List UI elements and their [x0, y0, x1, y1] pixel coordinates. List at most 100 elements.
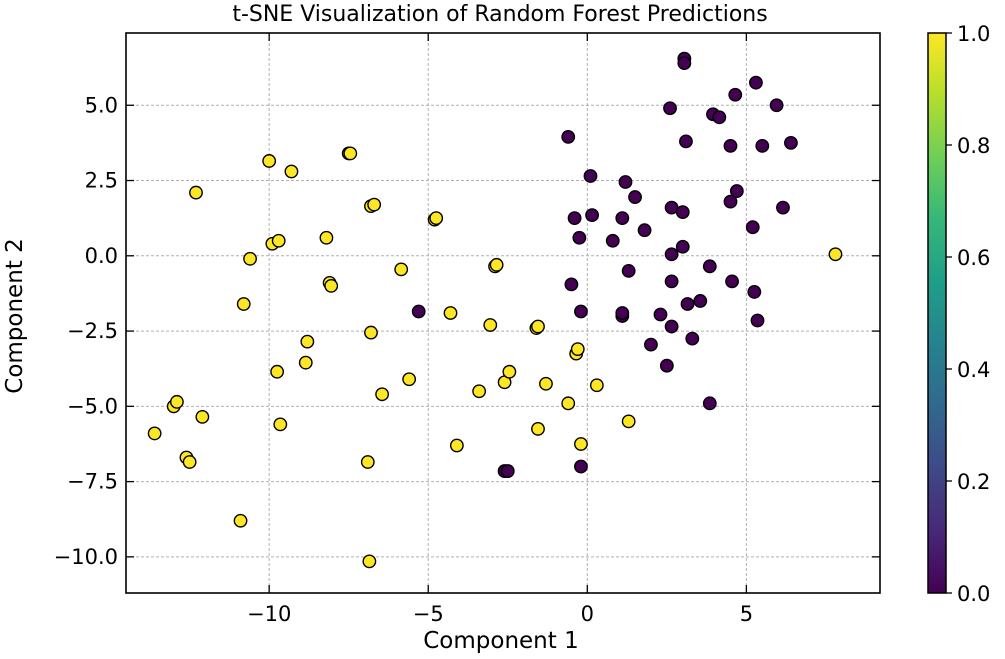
- data-point-class-0: [745, 220, 760, 235]
- data-point-class-1: [402, 372, 417, 387]
- data-point-class-0: [747, 285, 762, 299]
- data-point-class-1: [483, 318, 498, 332]
- data-point-class-0: [637, 223, 652, 238]
- colorbar: [927, 32, 947, 594]
- data-point-class-1: [367, 197, 382, 212]
- data-point-class-1: [170, 394, 184, 409]
- data-point-class-1: [195, 409, 210, 424]
- x-tick-label: 0: [581, 602, 594, 626]
- axis-ticks: [126, 33, 880, 593]
- data-point-class-0: [702, 259, 717, 274]
- data-point-class-0: [628, 190, 642, 204]
- colorbar-tick-label: 0.2: [957, 470, 990, 494]
- data-point-class-0: [561, 129, 576, 144]
- data-point-class-1: [489, 257, 504, 272]
- data-point-class-0: [564, 277, 579, 292]
- data-point-class-1: [273, 417, 288, 432]
- data-point-class-1: [298, 355, 313, 370]
- data-point-class-0: [605, 233, 620, 248]
- data-point-class-1: [271, 233, 286, 248]
- data-point-class-0: [776, 200, 790, 215]
- data-point-class-1: [443, 306, 458, 320]
- data-point-class-1: [319, 230, 334, 245]
- data-point-class-0: [755, 139, 770, 153]
- data-point-class-0: [411, 304, 426, 319]
- data-point-class-0: [728, 87, 743, 102]
- data-point-class-1: [284, 164, 299, 179]
- data-point-class-1: [343, 146, 358, 161]
- y-tick-label: −2.5: [67, 319, 118, 343]
- x-axis-label: Component 1: [423, 628, 578, 654]
- data-point-class-0: [729, 184, 744, 198]
- data-point-class-0: [615, 306, 630, 320]
- data-point-class-1: [539, 376, 553, 391]
- data-point-class-1: [429, 211, 444, 226]
- data-point-class-1: [364, 325, 378, 340]
- data-point-class-1: [828, 247, 843, 262]
- colorbar-tick-labels: 0.0 0.2 0.4 0.6 0.8 1.0: [957, 22, 990, 606]
- data-point-class-0: [653, 307, 668, 322]
- data-point-class-0: [574, 459, 588, 474]
- chart-title: t-SNE Visualization of Random Forest Pre…: [232, 2, 767, 27]
- data-point-class-0: [723, 194, 738, 209]
- data-point-class-0: [574, 304, 588, 319]
- y-tick-label: 5.0: [85, 93, 118, 117]
- y-tick-label: −7.5: [67, 470, 118, 494]
- data-point-class-0: [615, 211, 630, 226]
- y-tick-label: 0.0: [85, 244, 118, 268]
- data-point-class-0: [675, 239, 690, 254]
- data-point-class-1: [270, 364, 285, 379]
- data-point-class-1: [182, 455, 197, 469]
- data-point-class-0: [572, 230, 587, 245]
- data-point-class-0: [750, 313, 765, 328]
- data-point-class-0: [618, 175, 633, 189]
- x-tick-labels: −10 −5 0 5: [247, 602, 753, 626]
- data-point-class-0: [769, 98, 784, 113]
- x-tick-label: −10: [247, 602, 291, 626]
- data-point-class-1: [300, 334, 315, 349]
- plot-frame: [125, 32, 881, 594]
- data-point-class-0: [664, 274, 679, 289]
- y-tick-labels: −10.0 −7.5 −5.0 −2.5 0.0 2.5 5.0: [54, 93, 118, 569]
- data-point-class-0: [664, 247, 679, 262]
- colorbar-tick-label: 0.6: [957, 246, 990, 270]
- y-tick-label: −10.0: [54, 545, 118, 569]
- data-point-class-1: [324, 279, 339, 293]
- data-point-class-0: [749, 75, 763, 90]
- data-point-class-0: [685, 331, 700, 346]
- y-axis-label: Component 2: [2, 238, 28, 393]
- data-point-class-1: [243, 251, 257, 266]
- data-point-class-1: [502, 364, 517, 379]
- colorbar-tick-label: 1.0: [957, 22, 990, 46]
- data-point-class-1: [570, 342, 585, 357]
- data-point-class-1: [621, 414, 636, 429]
- data-point-class-0: [663, 101, 677, 116]
- data-point-class-1: [561, 396, 576, 411]
- data-point-class-1: [362, 554, 377, 569]
- colorbar-ticks: [946, 32, 952, 594]
- data-point-class-1: [360, 455, 375, 469]
- data-point-class-1: [262, 154, 277, 168]
- data-point-class-1: [147, 426, 162, 441]
- data-point-class-1: [236, 297, 251, 311]
- data-point-class-0: [784, 135, 798, 150]
- data-point-class-0: [567, 211, 582, 226]
- colorbar-tick-label: 0.0: [957, 582, 990, 606]
- data-point-class-0: [664, 319, 679, 334]
- y-tick-label: −5.0: [67, 394, 118, 418]
- grid-lines: [126, 33, 880, 593]
- x-tick-label: −5: [413, 602, 444, 626]
- data-point-class-1: [472, 384, 487, 399]
- scatter-points: [147, 51, 843, 569]
- data-point-class-1: [375, 387, 390, 402]
- data-point-class-1: [189, 185, 203, 200]
- data-point-class-1: [394, 262, 409, 277]
- x-tick-label: 5: [740, 602, 753, 626]
- data-point-class-1: [574, 437, 588, 451]
- colorbar-tick-label: 0.8: [957, 134, 990, 158]
- data-point-class-0: [675, 205, 690, 220]
- data-point-class-1: [531, 422, 545, 436]
- data-point-class-0: [677, 56, 692, 71]
- data-point-class-0: [712, 110, 727, 125]
